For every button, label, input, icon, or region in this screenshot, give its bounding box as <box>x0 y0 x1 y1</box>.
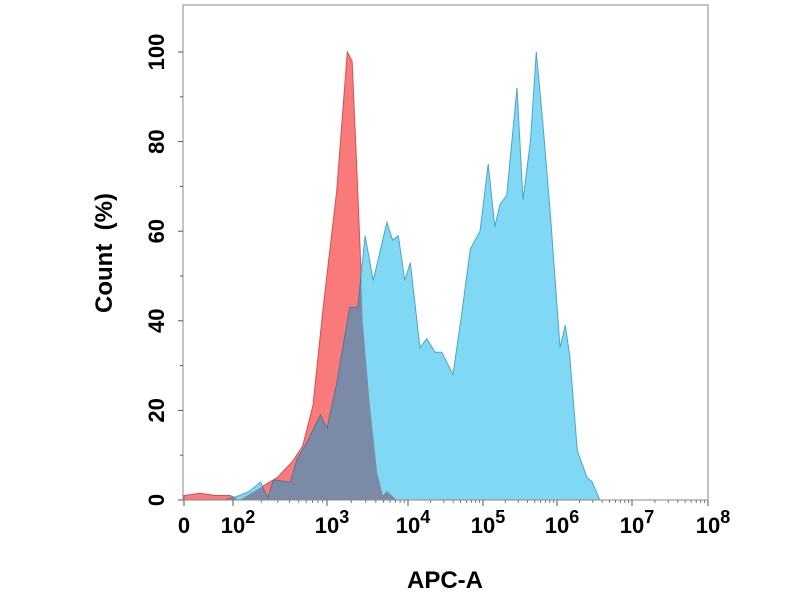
x-tick-label: 104 <box>396 507 431 538</box>
x-axis-label: APC-A <box>407 567 483 594</box>
y-tick-label: 80 <box>144 129 169 153</box>
axes: 0 20 40 60 80 100 0 102 103 104 105 106 107 108 <box>144 34 730 538</box>
x-tick-label: 106 <box>545 507 580 538</box>
y-tick-label: 0 <box>144 494 169 506</box>
x-tick-label: 108 <box>696 507 731 538</box>
y-tick-label: 20 <box>144 398 169 422</box>
x-tick-label: 107 <box>620 507 655 538</box>
y-axis-label: Count (%) <box>91 193 118 313</box>
x-tick-label: 102 <box>221 507 256 538</box>
y-tick-label: 100 <box>144 34 169 71</box>
series-sample-area <box>224 51 601 501</box>
y-tick-label: 40 <box>144 309 169 333</box>
x-tick-label: 103 <box>315 507 350 538</box>
plot-frame <box>182 4 709 501</box>
x-tick-label: 0 <box>178 513 190 538</box>
series-overlap-area <box>224 52 397 500</box>
x-tick-label: 105 <box>471 507 506 538</box>
plot-area <box>183 50 601 501</box>
y-tick-label: 60 <box>144 219 169 243</box>
